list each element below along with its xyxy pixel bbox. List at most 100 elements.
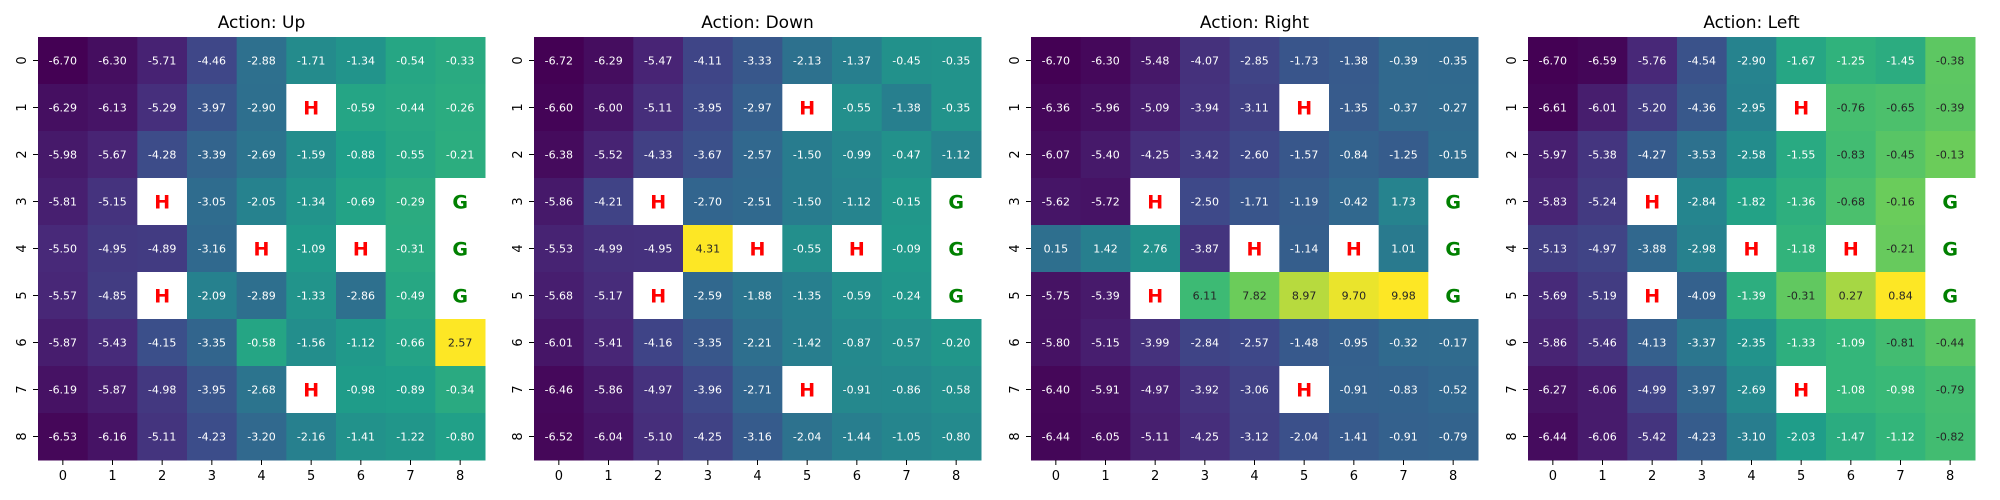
heatmap-cell	[881, 319, 932, 367]
heatmap-cell-special	[435, 225, 486, 273]
heatmap-cell	[1726, 178, 1777, 226]
heatmap-cell	[1279, 272, 1330, 320]
heatmap-cell	[187, 366, 238, 414]
heatmap-cell	[1229, 413, 1280, 461]
heatmap-cell	[633, 84, 684, 132]
cell-value-label: -5.69	[1539, 290, 1567, 303]
cell-value-label: -5.67	[98, 149, 126, 162]
heatmap-cell	[832, 319, 883, 367]
cell-value-label: -1.44	[843, 431, 871, 444]
cell-value-label: -5.83	[1539, 196, 1567, 209]
cell-value-label: -0.55	[843, 102, 871, 115]
heatmap-cell	[38, 272, 89, 320]
cell-value-label: 0.84	[1888, 290, 1913, 303]
heatmap-cell	[1428, 319, 1479, 367]
heatmap-cell	[1677, 413, 1728, 461]
heatmap-cell	[1776, 272, 1827, 320]
heatmap-cell	[286, 272, 337, 320]
cell-value-label: -1.22	[396, 431, 424, 444]
heatmap-cell	[881, 366, 932, 414]
heatmap-cell	[286, 37, 337, 85]
cell-value-label: -0.80	[446, 431, 474, 444]
hole-marker: H	[254, 239, 270, 261]
cell-value-label: 8.97	[1292, 290, 1317, 303]
heatmap-cell	[583, 84, 634, 132]
heatmap-cell	[832, 84, 883, 132]
cell-value-label: -6.52	[545, 431, 573, 444]
cell-value-label: 1.01	[1391, 243, 1416, 256]
heatmap-cell	[1577, 178, 1628, 226]
cell-value-label: -6.59	[1588, 55, 1616, 68]
cell-value-label: -5.15	[1091, 337, 1119, 350]
heatmap-cell-special	[1627, 178, 1678, 226]
cell-value-label: -0.65	[1886, 102, 1914, 115]
cell-value-label: -1.47	[1837, 431, 1865, 444]
heatmap-cell	[1279, 225, 1330, 273]
y-tick-label: 1	[1008, 103, 1023, 111]
heatmap-cell	[534, 84, 585, 132]
cell-value-label: -5.17	[594, 290, 622, 303]
y-tick-label: 7	[1008, 385, 1023, 393]
x-tick-label: 0	[555, 469, 563, 484]
cell-value-label: -3.88	[1638, 243, 1666, 256]
cell-value-label: -5.98	[49, 149, 77, 162]
heatmap-cell-special	[137, 272, 188, 320]
goal-marker: G	[948, 192, 964, 214]
cell-value-label: -2.90	[1737, 55, 1765, 68]
cell-value-label: -6.46	[545, 384, 573, 397]
x-tick-label: 3	[208, 469, 216, 484]
cell-value-label: -4.07	[1191, 55, 1219, 68]
cell-value-label: -2.21	[743, 337, 771, 350]
goal-marker: G	[1445, 239, 1461, 261]
cell-value-label: -5.38	[1588, 149, 1616, 162]
cell-value-label: -1.14	[1290, 243, 1318, 256]
cell-value-label: -5.19	[1588, 290, 1616, 303]
goal-marker: G	[452, 286, 468, 308]
y-tick-label: 3	[1505, 197, 1520, 205]
y-tick-label: 6	[511, 338, 526, 346]
heatmap-cell	[534, 37, 585, 85]
cell-value-label: -2.57	[1240, 337, 1268, 350]
cell-value-label: -1.25	[1389, 149, 1417, 162]
cell-value-label: -3.95	[694, 102, 722, 115]
cell-value-label: -0.16	[1886, 196, 1914, 209]
hole-marker: H	[1296, 380, 1312, 402]
heatmap-cell	[683, 37, 734, 85]
heatmap-cell	[435, 37, 486, 85]
cell-value-label: -2.68	[247, 384, 275, 397]
heatmap-cell	[435, 413, 486, 461]
y-tick-label: 7	[1505, 385, 1520, 393]
heatmap-cell	[137, 366, 188, 414]
cell-value-label: -5.86	[594, 384, 622, 397]
x-tick-label: 2	[1648, 469, 1656, 484]
cell-value-label: -2.89	[247, 290, 275, 303]
heatmap-panel-3: Action: Right -6.70 -6.30 -5.48 -4.07 -2.85 -1…	[1008, 13, 1479, 484]
heatmap-cell-special	[1925, 225, 1976, 273]
heatmap-cell	[336, 84, 387, 132]
cell-value-label: -3.92	[1191, 384, 1219, 397]
heatmap-cell	[881, 131, 932, 179]
cell-value-label: -4.85	[98, 290, 126, 303]
heatmap-cell	[534, 225, 585, 273]
cell-value-label: -6.36	[1042, 102, 1070, 115]
x-tick-label: 7	[406, 469, 414, 484]
cell-value-label: -1.35	[793, 290, 821, 303]
cell-value-label: -5.71	[148, 55, 176, 68]
y-tick-label: 0	[1505, 56, 1520, 64]
cell-value-label: -5.09	[1141, 102, 1169, 115]
cell-value-label: -5.97	[1539, 149, 1567, 162]
heatmap-cell-special	[336, 225, 387, 273]
heatmap-cell-special	[782, 84, 833, 132]
cell-value-label: -5.10	[644, 431, 672, 444]
cell-value-label: -1.12	[347, 337, 375, 350]
heatmap-cell-special	[1776, 366, 1827, 414]
cell-value-label: -6.01	[545, 337, 573, 350]
heatmap-cell	[1826, 178, 1877, 226]
cell-value-label: -3.10	[1737, 431, 1765, 444]
heatmap-cell	[931, 84, 982, 132]
heatmap-cell	[633, 225, 684, 273]
hole-marker: H	[154, 192, 170, 214]
cell-value-label: -3.05	[198, 196, 226, 209]
heatmap-cell	[1031, 319, 1082, 367]
heatmap-cell	[187, 84, 238, 132]
